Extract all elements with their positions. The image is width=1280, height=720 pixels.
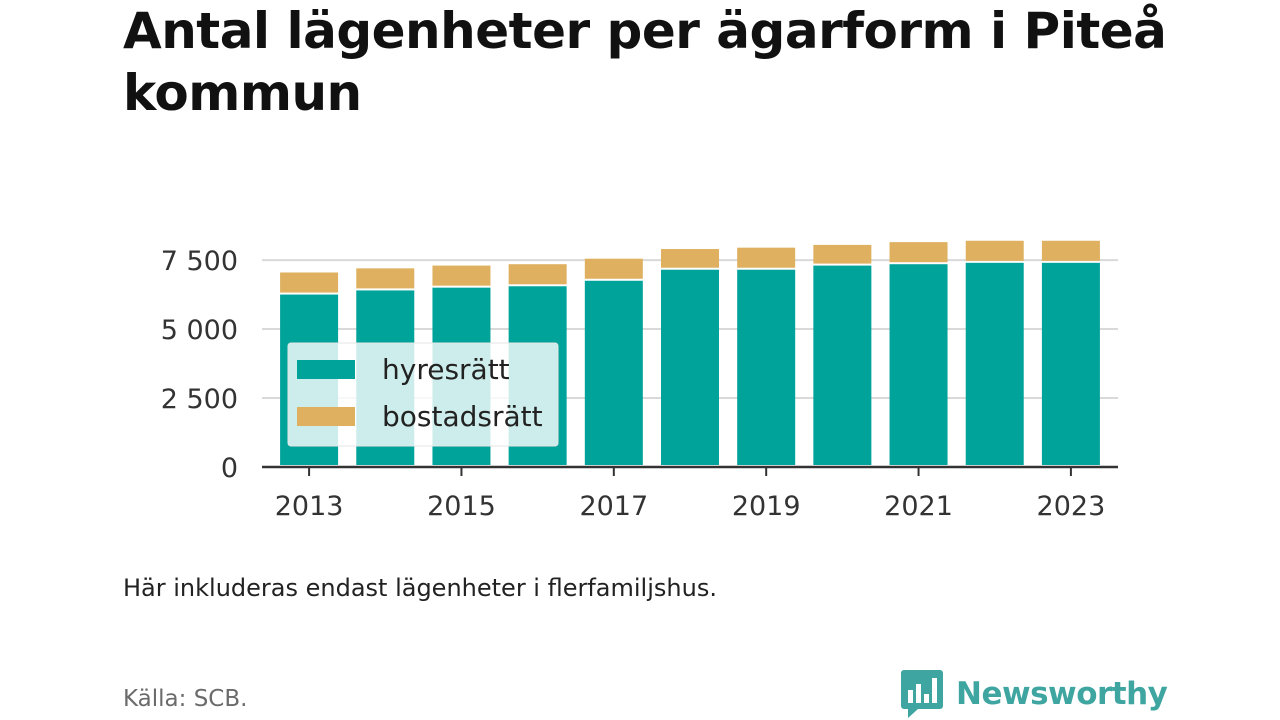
chart-note: Här inkluderas endast lägenheter i flerf… <box>123 574 717 602</box>
bar-hyresratt-2023 <box>1041 262 1100 465</box>
bar-bostadsratt-2015 <box>432 265 491 286</box>
y-tick-label: 0 <box>221 453 238 484</box>
legend-label: bostadsrätt <box>382 400 543 433</box>
x-tick-label: 2021 <box>884 491 953 522</box>
brand-name: Newsworthy <box>956 676 1168 712</box>
chart-title: Antal lägenheter per ägarform i Piteå ko… <box>123 2 1167 122</box>
bar-bostadsratt-2013 <box>280 272 339 293</box>
bar-bostadsratt-2017 <box>584 258 643 279</box>
bar-hyresratt-2019 <box>737 269 796 465</box>
bar-bostadsratt-2018 <box>661 249 719 268</box>
brand-logo: Newsworthy <box>900 668 1168 720</box>
bar-bostadsratt-2021 <box>889 242 948 263</box>
x-tick-label: 2017 <box>579 491 648 522</box>
x-tick-label: 2015 <box>427 491 496 522</box>
bar-hyresratt-2018 <box>661 269 719 465</box>
bar-bostadsratt-2016 <box>508 264 567 285</box>
x-tick-label: 2023 <box>1037 491 1106 522</box>
legend-box <box>287 342 559 447</box>
bar-hyresratt-2021 <box>889 264 948 465</box>
bar-hyresratt-2022 <box>965 262 1024 465</box>
legend-swatch <box>297 360 355 379</box>
y-tick-label: 2 500 <box>161 384 238 415</box>
legend-label: hyresrätt <box>382 353 510 386</box>
bar-hyresratt-2020 <box>813 265 872 465</box>
axes: 0 2 500 5 000 7 500 2013 2015 2017 2019 2021 2023 <box>161 246 1118 522</box>
legend: hyresrätt bostadsrätt <box>287 342 559 447</box>
y-tick-label: 5 000 <box>161 315 238 346</box>
source-text: Källa: SCB. <box>123 686 248 712</box>
legend-swatch <box>297 407 355 426</box>
y-tick-label: 7 500 <box>161 246 238 277</box>
bar-bostadsratt-2020 <box>813 244 872 264</box>
bar-bostadsratt-2014 <box>356 268 415 289</box>
bar-bostadsratt-2022 <box>965 240 1024 261</box>
bar-hyresratt-2017 <box>584 280 643 465</box>
bar-bostadsratt-2019 <box>737 247 796 268</box>
x-tick-label: 2013 <box>275 491 344 522</box>
bar-chart-speech-bubble-icon <box>901 670 943 718</box>
bar-bostadsratt-2023 <box>1041 240 1100 261</box>
x-tick-label: 2019 <box>732 491 801 522</box>
